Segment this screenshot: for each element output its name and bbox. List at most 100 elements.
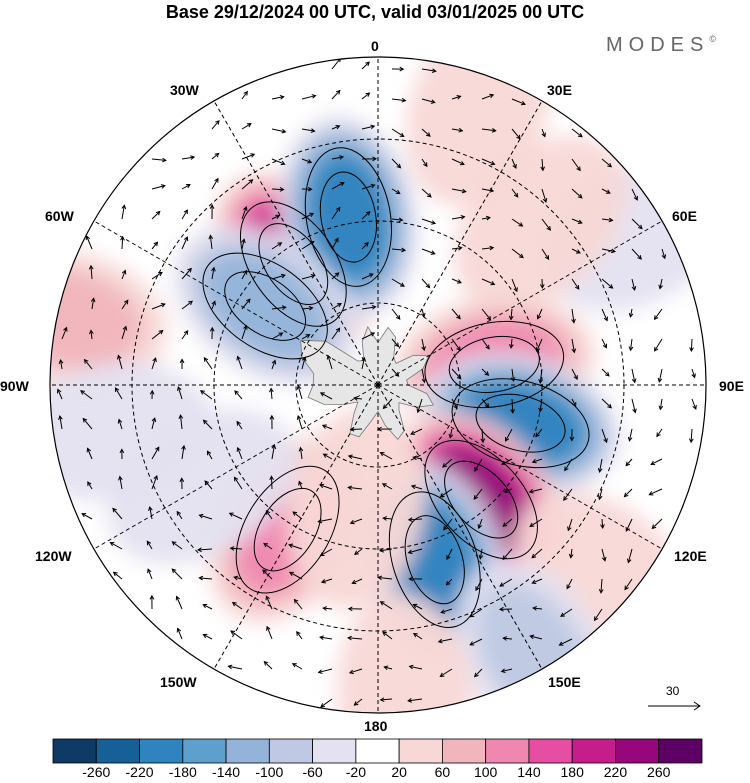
wind-arrow-head bbox=[347, 606, 353, 612]
wind-arrow-shaft bbox=[631, 218, 643, 229]
wind-arrow-head bbox=[603, 438, 608, 444]
wind-arrow-shaft bbox=[601, 248, 616, 253]
wind-arrow-head bbox=[335, 89, 341, 95]
wind-arrow-head bbox=[486, 315, 492, 321]
wind-arrow-shaft bbox=[481, 158, 495, 165]
wind-arrow-shaft bbox=[560, 608, 573, 617]
wind-arrow-shaft bbox=[413, 456, 423, 460]
wind-arrow-shaft bbox=[331, 156, 344, 160]
wind-arrow-head bbox=[347, 485, 353, 491]
wind-arrow-head bbox=[81, 513, 87, 518]
wind-arrow-shaft bbox=[631, 278, 636, 291]
wind-arrow-head bbox=[575, 249, 581, 254]
wind-arrow-head bbox=[114, 387, 120, 392]
wind-arrow-head bbox=[602, 343, 608, 349]
wind-arrow-shaft bbox=[361, 306, 376, 310]
wind-arrow-head bbox=[445, 580, 451, 586]
wind-arrow-shaft bbox=[331, 207, 341, 220]
meridian-line bbox=[93, 220, 379, 386]
wind-arrow-head bbox=[623, 492, 629, 498]
wind-arrow-head bbox=[394, 372, 400, 377]
wind-arrow-shaft bbox=[87, 481, 93, 490]
wind-arrow-head bbox=[281, 305, 287, 310]
wind-arrow-head bbox=[633, 195, 638, 201]
wind-arrow-shaft bbox=[624, 488, 633, 497]
wind-arrow-shaft bbox=[271, 158, 285, 165]
wind-arrow-shaft bbox=[601, 218, 613, 221]
wind-arrow-head bbox=[577, 132, 583, 138]
wind-arrow-shaft bbox=[200, 390, 213, 400]
wind-arrow-head bbox=[179, 477, 185, 483]
wind-arrow-head bbox=[271, 359, 277, 365]
wind-arrow-head bbox=[625, 461, 631, 467]
wind-arrow-shaft bbox=[151, 447, 160, 460]
wind-arrow-head bbox=[307, 186, 313, 192]
wind-arrow-shaft bbox=[289, 571, 303, 580]
wind-arrow-shaft bbox=[631, 368, 636, 383]
wind-arrow-head bbox=[120, 235, 125, 241]
wind-arrow-shaft bbox=[421, 338, 425, 351]
wind-arrow-shaft bbox=[391, 308, 401, 320]
wind-arrow-shaft bbox=[151, 272, 163, 280]
wind-arrow-shaft bbox=[331, 182, 345, 190]
wind-arrow-head bbox=[503, 488, 509, 493]
wind-arrow-head bbox=[160, 302, 166, 308]
wind-arrow-head bbox=[509, 343, 514, 349]
wind-arrow-head bbox=[377, 575, 383, 581]
wind-arrow-shaft bbox=[379, 548, 393, 552]
colorbar-tick-label: 20 bbox=[391, 764, 407, 780]
wind-arrow-shaft bbox=[121, 270, 126, 280]
wind-arrow-shaft bbox=[318, 518, 333, 523]
wind-arrow-head bbox=[459, 160, 465, 166]
wind-arrow-head bbox=[628, 312, 634, 318]
wind-arrow-shaft bbox=[511, 248, 524, 258]
lon-label-180: 180 bbox=[364, 718, 388, 734]
contour-line bbox=[258, 223, 329, 306]
wind-arrow-shaft bbox=[151, 357, 157, 370]
wind-arrow-head bbox=[490, 280, 496, 286]
wind-arrow-head bbox=[296, 414, 302, 420]
wind-arrow-head bbox=[215, 120, 220, 125]
wind-arrow-shaft bbox=[654, 308, 663, 320]
wind-arrow-head bbox=[160, 184, 166, 189]
wind-arrow-shaft bbox=[271, 332, 283, 340]
wind-arrow-shaft bbox=[237, 447, 243, 460]
wind-arrow-head bbox=[171, 568, 177, 574]
wind-arrow-shaft bbox=[601, 428, 608, 443]
wind-arrow-head bbox=[431, 220, 437, 225]
wind-arrow-shaft bbox=[241, 153, 255, 160]
wind-arrow-head bbox=[430, 99, 436, 104]
wind-arrow-shaft bbox=[391, 368, 399, 377]
wind-arrow-head bbox=[56, 388, 62, 394]
wind-arrow-shaft bbox=[511, 128, 521, 140]
wind-arrow-shaft bbox=[421, 308, 425, 317]
wind-arrow-head bbox=[322, 606, 328, 611]
wind-arrow-shaft bbox=[658, 368, 663, 382]
wind-arrow-head bbox=[568, 553, 574, 559]
wind-arrow-head bbox=[477, 524, 483, 530]
wind-arrow-shaft bbox=[410, 428, 423, 435]
wind-arrow-shaft bbox=[331, 327, 340, 340]
colorbar-swatch bbox=[441, 738, 487, 764]
wind-arrow-head bbox=[408, 576, 414, 582]
wind-arrow-shaft bbox=[288, 544, 303, 550]
wind-arrow-head bbox=[529, 522, 535, 527]
wind-arrow-head bbox=[153, 475, 158, 481]
wind-arrow-head bbox=[658, 284, 663, 290]
wind-arrow-head bbox=[610, 248, 616, 254]
wind-arrow-head bbox=[689, 347, 694, 353]
wind-arrow-head bbox=[202, 633, 208, 639]
wind-arrow-head bbox=[336, 303, 342, 308]
wind-arrow-head bbox=[307, 159, 313, 164]
wind-arrow-shaft bbox=[331, 57, 341, 70]
wind-arrow-head bbox=[121, 204, 127, 210]
lon-label-60w: 60W bbox=[45, 208, 74, 224]
wind-arrow-shaft bbox=[151, 417, 156, 430]
wind-arrow-head bbox=[608, 217, 614, 223]
wind-arrow-shaft bbox=[361, 125, 375, 130]
wind-arrow-shaft bbox=[627, 548, 633, 563]
wind-arrow-shaft bbox=[361, 273, 374, 280]
wind-arrow-shaft bbox=[361, 184, 375, 190]
wind-arrow-head bbox=[491, 128, 497, 133]
wind-arrow-shaft bbox=[211, 301, 216, 310]
